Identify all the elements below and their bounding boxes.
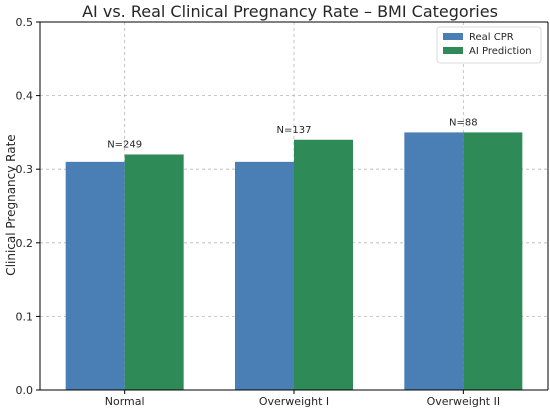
legend: Real CPR AI Prediction bbox=[436, 26, 542, 64]
legend-label: Real CPR bbox=[469, 32, 514, 43]
y-tick-label: 0.2 bbox=[16, 237, 34, 250]
legend-swatch bbox=[443, 33, 463, 40]
bars bbox=[65, 132, 523, 390]
bar-ai-prediction bbox=[124, 154, 184, 390]
x-tick-label: Overweight I bbox=[259, 395, 329, 408]
bar-ai-prediction bbox=[463, 132, 523, 390]
sample-size-label: N=88 bbox=[449, 117, 478, 128]
bar-ai-prediction bbox=[294, 139, 353, 390]
y-tick-label: 0.0 bbox=[16, 384, 34, 397]
y-tick-label: 0.3 bbox=[16, 163, 34, 176]
axes bbox=[36, 21, 549, 394]
bar-real-cpr bbox=[235, 161, 294, 390]
bar-real-cpr bbox=[65, 161, 125, 390]
annotations: N=249 N=137 N=88 bbox=[107, 117, 477, 150]
y-axis-label: Clinical Pregnancy Rate bbox=[4, 134, 18, 275]
x-tick-label: Normal bbox=[105, 395, 145, 408]
y-tick-label: 0.4 bbox=[16, 90, 34, 103]
y-tick-label: 0.5 bbox=[16, 16, 34, 29]
y-tick-label: 0.1 bbox=[16, 310, 34, 323]
sample-size-label: N=137 bbox=[277, 125, 312, 136]
chart-title: AI vs. Real Clinical Pregnancy Rate – BM… bbox=[82, 2, 498, 21]
bar-real-cpr bbox=[404, 132, 464, 390]
tick-labels: 0.0 0.1 0.2 0.3 0.4 0.5 Normal Overweight I Over… bbox=[16, 16, 501, 408]
legend-swatch bbox=[443, 47, 463, 54]
legend-label: AI Prediction bbox=[469, 46, 532, 57]
sample-size-label: N=249 bbox=[107, 139, 142, 150]
x-tick-label: Overweight II bbox=[427, 395, 501, 408]
